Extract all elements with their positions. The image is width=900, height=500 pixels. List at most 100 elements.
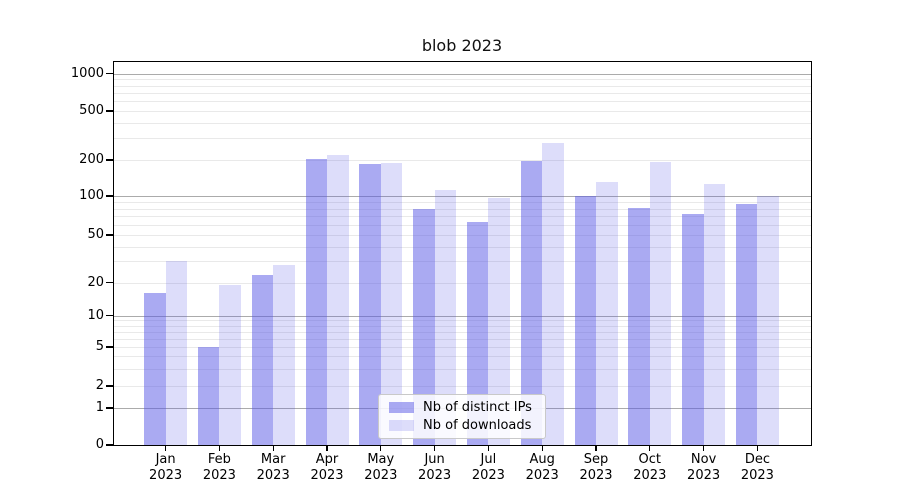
x-tick-label: Oct 2023 xyxy=(633,452,667,483)
bar-distinct-ips-feb xyxy=(197,347,220,445)
gridline-minor xyxy=(114,325,811,327)
x-tick-mark xyxy=(326,446,328,451)
gridline-minor xyxy=(114,386,811,387)
bar-distinct-ips-sep xyxy=(574,196,596,445)
gridline-minor xyxy=(114,368,811,370)
gridline-minor xyxy=(114,282,811,284)
gridline-minor xyxy=(114,235,811,236)
x-tick-label: Jan 2023 xyxy=(149,452,183,483)
legend: Nb of distinct IPs Nb of downloads xyxy=(378,394,546,439)
gridline-minor xyxy=(114,122,811,124)
bar-distinct-ips-apr xyxy=(305,158,327,445)
gridline-minor xyxy=(114,111,811,112)
bar-downloads-feb xyxy=(219,284,241,445)
gridline-minor xyxy=(114,85,811,87)
x-tick-label: Mar 2023 xyxy=(256,452,290,483)
y-tick-label: 5 xyxy=(95,339,104,354)
x-tick-label: Dec 2023 xyxy=(740,452,774,483)
x-tick-mark xyxy=(218,446,221,451)
bar-downloads-dec xyxy=(757,196,779,445)
y-tick-mark xyxy=(106,444,113,446)
y-tick-mark xyxy=(106,281,113,284)
y-tick-label: 100 xyxy=(79,188,104,203)
x-tick-label: Jul 2023 xyxy=(471,452,505,483)
legend-item-distinct-ips: Nb of distinct IPs xyxy=(385,400,539,415)
bar-distinct-ips-nov xyxy=(682,214,704,445)
bar-downloads-jan xyxy=(165,261,188,445)
y-tick-mark xyxy=(106,234,113,236)
gridline-minor xyxy=(114,356,811,358)
gridline-minor xyxy=(114,79,811,81)
y-tick-mark xyxy=(106,72,113,75)
y-tick-label: 200 xyxy=(79,152,104,167)
y-tick-mark xyxy=(106,385,113,387)
gridline-major xyxy=(114,196,811,197)
bar-distinct-ips-jun xyxy=(413,209,435,445)
x-tick-mark xyxy=(649,446,651,451)
x-tick-label: May 2023 xyxy=(364,452,398,483)
y-tick-mark xyxy=(106,159,113,161)
bar-downloads-oct xyxy=(649,162,672,445)
plot-area xyxy=(113,61,812,446)
gridline-major xyxy=(114,73,811,75)
y-tick-mark xyxy=(106,346,113,348)
gridline-minor xyxy=(114,320,811,322)
y-tick-label: 20 xyxy=(87,274,104,290)
bar-downloads-aug xyxy=(542,142,564,445)
bar-downloads-may xyxy=(380,162,403,445)
gridline-minor xyxy=(114,208,811,210)
bar-downloads-mar xyxy=(273,265,295,445)
legend-swatch-downloads xyxy=(389,420,414,431)
bar-distinct-ips-aug xyxy=(520,161,543,445)
bar-distinct-ips-may xyxy=(359,164,381,445)
x-tick-label: Nov 2023 xyxy=(687,452,721,483)
bar-downloads-apr xyxy=(327,154,349,445)
y-tick-label: 1000 xyxy=(70,65,104,81)
x-tick-mark xyxy=(380,446,382,451)
x-tick-label: Feb 2023 xyxy=(202,452,236,483)
y-tick-label: 2 xyxy=(95,378,104,393)
y-tick-label: 500 xyxy=(79,103,104,118)
bar-downloads-jun xyxy=(434,190,457,445)
x-tick-mark xyxy=(756,446,759,451)
bar-downloads-sep xyxy=(596,182,618,445)
y-tick-mark xyxy=(106,110,113,112)
y-tick-label: 10 xyxy=(87,307,104,323)
chart-title: blob 2023 xyxy=(421,36,503,55)
bar-distinct-ips-jul xyxy=(466,221,489,445)
y-tick-mark xyxy=(106,314,113,317)
gridline-minor xyxy=(114,216,811,218)
y-tick-label: 1 xyxy=(95,400,104,415)
x-tick-mark xyxy=(164,446,167,451)
legend-item-downloads: Nb of downloads xyxy=(385,418,539,433)
gridline-minor xyxy=(114,261,811,263)
gridline-minor xyxy=(114,201,811,203)
bar-distinct-ips-mar xyxy=(251,275,274,445)
x-tick-label: Aug 2023 xyxy=(525,452,559,483)
bar-distinct-ips-dec xyxy=(735,203,758,445)
x-tick-mark xyxy=(433,446,436,451)
gridline-minor xyxy=(114,160,811,161)
gridline-minor xyxy=(114,224,811,226)
gridline-minor xyxy=(114,331,811,333)
gridline-minor xyxy=(114,347,811,348)
x-tick-label: Apr 2023 xyxy=(310,452,344,483)
x-tick-label: Sep 2023 xyxy=(579,452,613,483)
y-tick-mark xyxy=(106,195,113,197)
gridline-minor xyxy=(114,246,811,248)
gridline-minor xyxy=(114,338,811,340)
legend-label-distinct-ips: Nb of distinct IPs xyxy=(423,400,532,415)
legend-label-downloads: Nb of downloads xyxy=(423,418,532,433)
x-tick-mark xyxy=(272,446,274,451)
legend-swatch-distinct-ips xyxy=(389,402,414,413)
x-tick-mark xyxy=(487,446,490,451)
bar-distinct-ips-jan xyxy=(144,293,166,445)
x-tick-mark xyxy=(702,446,705,451)
x-tick-label: Jun 2023 xyxy=(418,452,452,483)
bar-downloads-jul xyxy=(488,197,510,445)
bar-distinct-ips-oct xyxy=(628,207,650,445)
x-tick-mark xyxy=(595,446,597,451)
y-tick-label: 50 xyxy=(87,227,104,242)
x-tick-mark xyxy=(541,446,543,451)
